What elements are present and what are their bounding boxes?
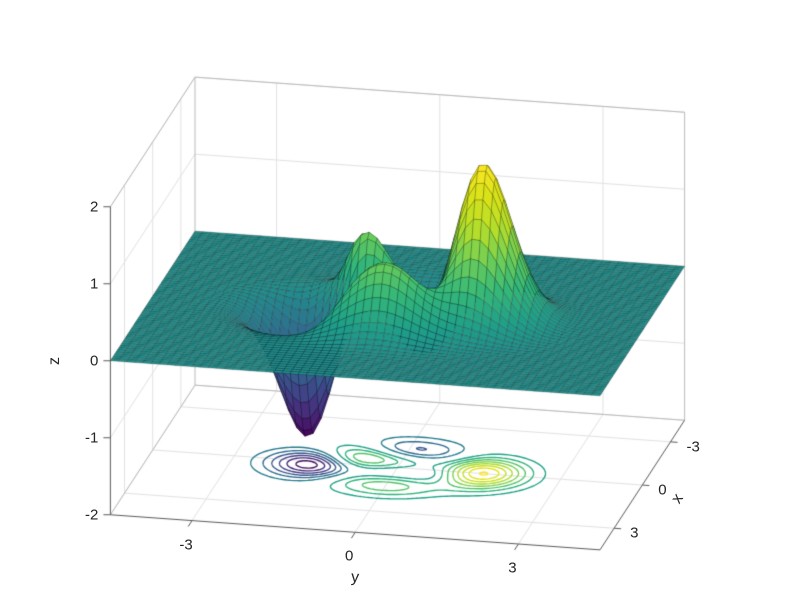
surface-plot-canvas (0, 0, 800, 600)
figure-window: x y z -2 -1 0 1 2 -3 0 3 -3 0 3 (0, 0, 800, 600)
